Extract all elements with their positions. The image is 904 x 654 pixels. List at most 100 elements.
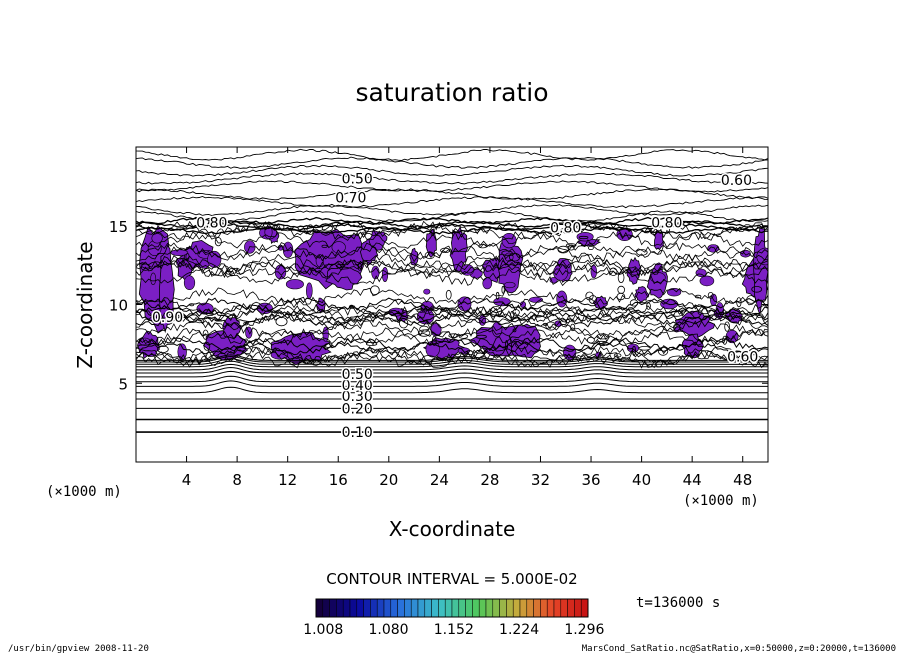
supersaturated-speckle	[423, 288, 431, 295]
contour-loop	[361, 231, 367, 235]
colorbar-segment	[526, 598, 534, 618]
y-tick-label: 10	[109, 297, 128, 315]
colorbar-segment	[322, 598, 330, 618]
contour-loop	[673, 323, 681, 331]
contour-label: 0.10	[342, 425, 373, 441]
supersaturated-speckle	[528, 296, 543, 303]
contour-loop	[596, 333, 609, 340]
contour-loop	[646, 302, 651, 310]
contour-loop	[512, 309, 520, 316]
contour-loop	[505, 340, 509, 350]
colorbar-segment	[478, 598, 487, 618]
contour-loop	[707, 291, 714, 299]
contour-loop	[545, 321, 557, 331]
supersaturated-region	[634, 286, 649, 303]
contour-loop	[321, 225, 333, 232]
contour-loop	[595, 340, 608, 344]
contour-label: 0.80	[196, 216, 227, 232]
x-axis-unit: (×1000 m)	[683, 493, 759, 509]
contour-label: 0.20	[342, 401, 373, 417]
footer-right: MarsCond_SatRatio.nc@SatRatio,x=0:50000,…	[582, 644, 896, 654]
contour-loop	[324, 343, 333, 348]
contour-line	[136, 386, 768, 394]
contour-line	[136, 172, 768, 185]
y-tick-label: 15	[109, 218, 128, 236]
contour-loop	[214, 318, 222, 322]
contour-label: 0.50	[342, 172, 373, 188]
contour-line	[136, 305, 768, 323]
colorbar-segment	[410, 598, 419, 618]
x-tick-label: 20	[379, 471, 398, 489]
supersaturated-speckle	[699, 275, 715, 287]
contour-loop	[587, 336, 595, 344]
supersaturated-region	[409, 247, 419, 266]
x-tick-label: 16	[329, 471, 348, 489]
contour-loop	[657, 346, 669, 356]
contour-loop	[650, 227, 658, 235]
footer-left: /usr/bin/gpview 2008-11-20	[8, 644, 149, 654]
colorbar-segment	[329, 598, 337, 618]
contour-loop	[357, 263, 363, 271]
contour-lines	[136, 148, 768, 433]
contour-loop	[495, 291, 500, 300]
contour-loop	[632, 345, 636, 356]
contour-line	[136, 328, 768, 346]
contour-line	[136, 203, 768, 216]
colorbar-tick-label: 1.224	[499, 622, 539, 638]
x-tick-label: 24	[430, 471, 449, 489]
contour-loop	[206, 312, 214, 316]
colorbar-segment	[512, 598, 521, 618]
contour-loop	[365, 341, 378, 346]
contour-label: 0.40	[342, 378, 373, 394]
contour-loop	[419, 325, 430, 333]
contour-line	[136, 375, 768, 383]
contour-loop	[609, 267, 618, 276]
x-tick-label: 32	[531, 471, 550, 489]
contour-label: 0.70	[335, 190, 366, 206]
contour-loop	[478, 347, 488, 355]
contour-loop	[724, 321, 730, 332]
contour-line	[136, 258, 768, 277]
contour-line	[136, 327, 768, 346]
colorbar-segment	[560, 598, 568, 618]
colorbar-segment	[465, 598, 473, 618]
contour-loop	[424, 251, 435, 260]
contour-loop	[746, 295, 756, 304]
contour-line	[136, 188, 768, 201]
supersaturated-speckle	[503, 281, 516, 289]
supersaturated-region	[449, 225, 468, 272]
x-tick-label: 48	[733, 471, 752, 489]
contour-loop	[680, 309, 687, 313]
contour-label: 0.30	[342, 389, 373, 405]
supersaturated-speckle	[285, 279, 304, 290]
x-axis-label: X-coordinate	[389, 517, 516, 541]
contour-label: 0.60	[727, 349, 758, 365]
contour-loop	[458, 333, 469, 339]
contour-loop	[243, 322, 249, 326]
contour-loop	[348, 304, 355, 309]
contour-loop	[398, 318, 409, 329]
contour-label: 0.80	[550, 220, 581, 236]
colorbar-segment	[390, 598, 398, 618]
colorbar-tick-label: 1.008	[303, 622, 343, 638]
contour-loop	[617, 285, 625, 294]
contour-loop	[321, 244, 328, 248]
contour-loop	[364, 226, 375, 232]
contour-loop	[185, 253, 190, 261]
contour-line	[136, 164, 768, 177]
contour-loop	[416, 308, 426, 313]
contour-loop	[489, 306, 503, 316]
colorbar	[315, 598, 589, 618]
contour-loop	[736, 297, 742, 308]
contour-label: 0.80	[651, 216, 682, 232]
contour-loop	[370, 285, 380, 296]
colorbar-tick-labels: 1.008 1.080 1.152 1.224 1.296	[303, 622, 604, 638]
colorbar-segment	[438, 598, 446, 618]
contour-label: 0.60	[721, 173, 752, 189]
contour-line	[136, 216, 768, 226]
contour-line	[136, 220, 768, 238]
supersaturated-speckle	[183, 275, 196, 291]
supersaturated-speckle	[331, 241, 346, 254]
x-tick-label: 44	[683, 471, 702, 489]
